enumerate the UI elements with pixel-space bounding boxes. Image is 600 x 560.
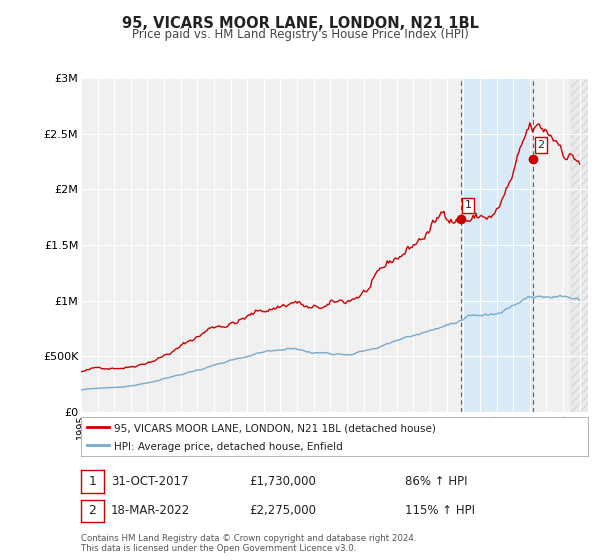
Text: 18-MAR-2022: 18-MAR-2022 [111,504,190,517]
Text: £2,275,000: £2,275,000 [249,504,316,517]
Text: Price paid vs. HM Land Registry's House Price Index (HPI): Price paid vs. HM Land Registry's House … [131,28,469,41]
Text: 86% ↑ HPI: 86% ↑ HPI [405,475,467,488]
Text: 31-OCT-2017: 31-OCT-2017 [111,475,188,488]
Text: HPI: Average price, detached house, Enfield: HPI: Average price, detached house, Enfi… [114,442,343,451]
Text: 2: 2 [538,140,545,150]
Text: 2: 2 [88,504,97,517]
Bar [461,78,533,412]
Text: 1: 1 [464,200,472,211]
Text: 95, VICARS MOOR LANE, LONDON, N21 1BL: 95, VICARS MOOR LANE, LONDON, N21 1BL [121,16,479,31]
Text: Contains HM Land Registry data © Crown copyright and database right 2024.
This d: Contains HM Land Registry data © Crown c… [81,534,416,553]
Text: £1,730,000: £1,730,000 [249,475,316,488]
Text: 115% ↑ HPI: 115% ↑ HPI [405,504,475,517]
Text: 1: 1 [88,475,97,488]
Bar [571,78,588,412]
Text: 95, VICARS MOOR LANE, LONDON, N21 1BL (detached house): 95, VICARS MOOR LANE, LONDON, N21 1BL (d… [114,423,436,433]
